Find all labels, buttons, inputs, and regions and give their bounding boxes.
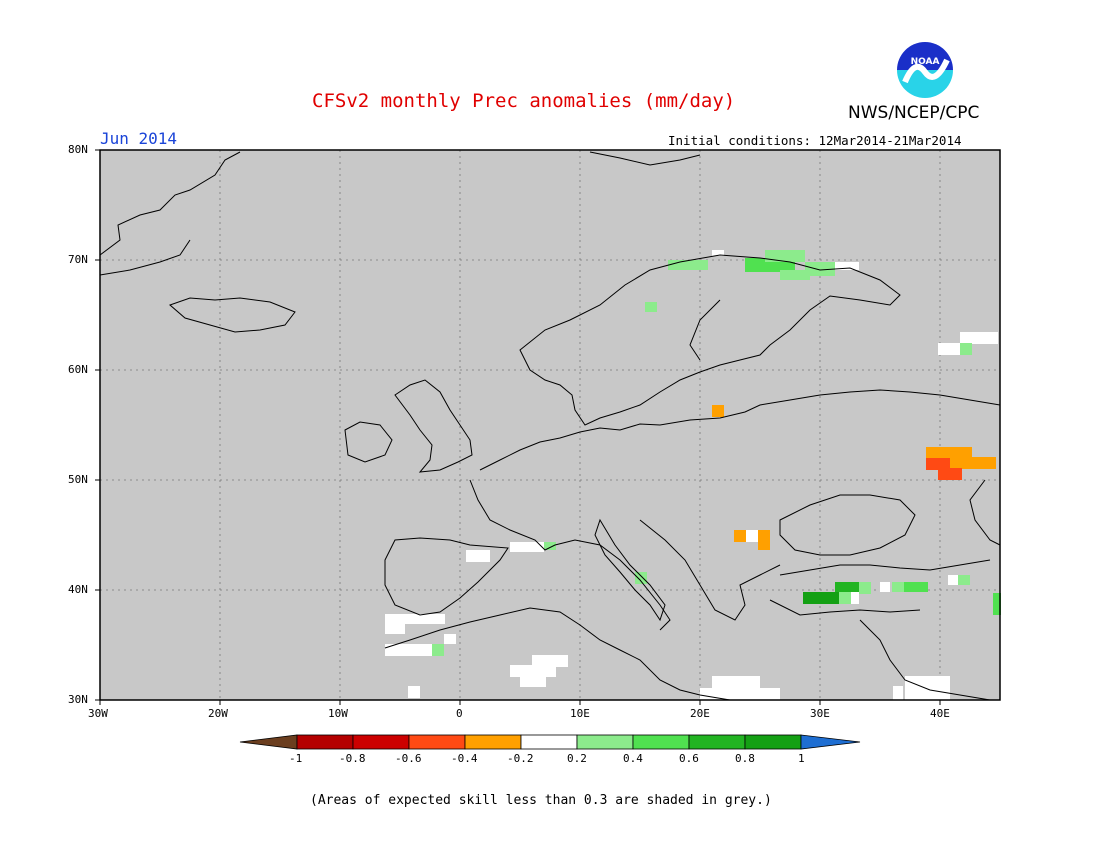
initial-conditions: Initial conditions: 12Mar2014-21Mar2014 bbox=[668, 133, 962, 148]
colorbar-label: -0.8 bbox=[339, 752, 366, 765]
lon-label: 10E bbox=[570, 707, 590, 720]
lat-label: 40N bbox=[68, 583, 88, 596]
map-background bbox=[100, 150, 1000, 700]
colorbar-label: -0.2 bbox=[507, 752, 534, 765]
forecast-month: Jun 2014 bbox=[100, 129, 178, 148]
lon-label: 30W bbox=[88, 707, 108, 720]
chart-title: CFSv2 monthly Prec anomalies (mm/day) bbox=[312, 90, 736, 112]
colorbar-label: 1 bbox=[798, 752, 805, 765]
colorbar-label: -0.4 bbox=[451, 752, 478, 765]
lon-label: 20W bbox=[208, 707, 228, 720]
lat-label: 60N bbox=[68, 363, 88, 376]
lat-label: 30N bbox=[68, 693, 88, 706]
colorbar-label: 0.6 bbox=[679, 752, 699, 765]
coastlines bbox=[99, 151, 1001, 701]
anomaly-cells bbox=[385, 250, 1001, 700]
lat-label: 50N bbox=[68, 473, 88, 486]
lon-label: 40E bbox=[930, 707, 950, 720]
graticule bbox=[100, 150, 1000, 700]
axis-ticks bbox=[95, 149, 941, 705]
logo-text: NOAA bbox=[911, 57, 940, 67]
lat-label: 70N bbox=[68, 253, 88, 266]
colorbar-label: 0.2 bbox=[567, 752, 587, 765]
lon-label: 20E bbox=[690, 707, 710, 720]
noaa-logo: NOAA bbox=[894, 39, 956, 101]
colorbar-label: -0.6 bbox=[395, 752, 422, 765]
lon-label: 0 bbox=[456, 707, 463, 720]
colorbar bbox=[239, 734, 861, 750]
agency-label: NWS/NCEP/CPC bbox=[848, 103, 980, 123]
map-frame bbox=[99, 149, 1001, 701]
lat-label: 80N bbox=[68, 143, 88, 156]
lon-label: 10W bbox=[328, 707, 348, 720]
lon-label: 30E bbox=[810, 707, 830, 720]
colorbar-label: 0.8 bbox=[735, 752, 755, 765]
colorbar-label: -1 bbox=[289, 752, 303, 765]
colorbar-label: 0.4 bbox=[623, 752, 643, 765]
skill-footnote: (Areas of expected skill less than 0.3 a… bbox=[310, 793, 772, 808]
